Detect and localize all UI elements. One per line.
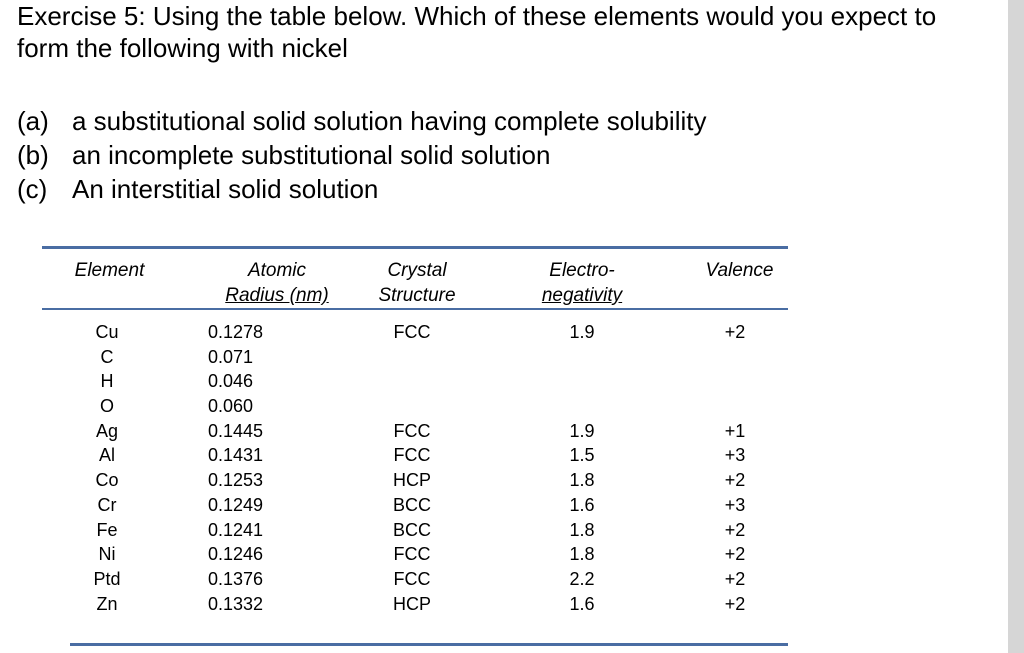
table-row: Al 0.1431 FCC 1.5 +3: [42, 443, 788, 468]
header-crystal-line-1: Crystal: [387, 260, 447, 281]
cell-valence: +1: [724, 420, 746, 441]
cell-valence: +2: [724, 544, 746, 565]
cell-atomic-radius: 0.1253: [208, 470, 264, 491]
cell-element: Cr: [97, 494, 117, 515]
cell-atomic-radius: 0.1332: [208, 593, 264, 614]
table-row: H 0.046: [42, 369, 788, 394]
cell-valence: +3: [724, 445, 746, 466]
cell-electronegativity: 1.8: [569, 470, 595, 491]
cell-electronegativity: 1.8: [569, 544, 595, 565]
table-row: Co 0.1253 HCP 1.8 +2: [42, 468, 788, 493]
question-line-2: form the following with nickel: [17, 33, 348, 63]
cell-element: O: [99, 396, 114, 417]
header-crystal-line-2: Structure: [378, 285, 456, 306]
cell-valence: +3: [724, 494, 746, 515]
cell-electronegativity: 1.8: [569, 519, 595, 540]
table-row: Fe 0.1241 BCC 1.8 +2: [42, 518, 788, 543]
table-row: Zn 0.1332 HCP 1.6 +2: [42, 592, 788, 617]
part-text: a substitutional solid solution having c…: [72, 106, 707, 136]
cell-atomic-radius: 0.1376: [208, 568, 264, 589]
cell-electronegativity: 1.9: [569, 420, 595, 441]
part-b: (b) an incomplete substitutional solid s…: [17, 138, 706, 172]
table-row: Ag 0.1445 FCC 1.9 +1: [42, 419, 788, 444]
cell-crystal-structure: FCC: [393, 544, 431, 565]
cell-element: Co: [95, 470, 119, 491]
part-a: (a) a substitutional solid solution havi…: [17, 104, 706, 138]
header-atomic-radius: Atomic Radius (nm): [207, 258, 347, 308]
table-bottom-rule: [70, 643, 788, 646]
cell-atomic-radius: 0.046: [208, 371, 254, 392]
cell-crystal-structure: FCC: [393, 568, 431, 589]
cell-valence: +2: [724, 568, 746, 589]
cell-electronegativity: 1.5: [569, 445, 595, 466]
right-edge-strip: [1008, 0, 1024, 653]
part-text: An interstitial solid solution: [72, 174, 379, 204]
cell-valence: +2: [724, 470, 746, 491]
table-row: C 0.071: [42, 345, 788, 370]
cell-atomic-radius: 0.1431: [208, 445, 264, 466]
cell-valence: +2: [724, 322, 746, 342]
cell-electronegativity: 1.9: [569, 322, 595, 342]
cell-atomic-radius: 0.060: [208, 396, 254, 417]
header-element: Element: [74, 260, 145, 281]
header-electronegativity: Electro- negativity: [522, 258, 642, 308]
cell-electronegativity: 1.6: [569, 494, 595, 515]
cell-electronegativity: 2.2: [569, 568, 595, 589]
cell-atomic-radius: 0.1246: [208, 544, 264, 565]
cell-element: Fe: [96, 519, 118, 540]
part-text: an incomplete substitutional solid solut…: [72, 140, 551, 170]
header-radius-line-1: Atomic: [247, 260, 307, 281]
cell-crystal-structure: FCC: [393, 420, 431, 441]
question-line-1: Exercise 5: Using the table below. Which…: [17, 1, 937, 31]
table-body: Cu 0.1278 FCC 1.9 +2 C 0.071 H 0.046 O 0.060 Ag 0.14…: [42, 320, 788, 616]
cell-crystal-structure: HCP: [392, 470, 431, 491]
header-crystal-structure: Crystal Structure: [362, 258, 472, 308]
cell-crystal-structure: FCC: [393, 322, 431, 342]
cell-atomic-radius: 0.1445: [208, 420, 264, 441]
cell-atomic-radius: 0.1241: [208, 519, 264, 540]
part-label: (a): [17, 106, 49, 136]
header-neg-line-2: negativity: [541, 285, 623, 306]
cell-atomic-radius: 0.1278: [208, 322, 264, 342]
table-row: Cr 0.1249 BCC 1.6 +3: [42, 493, 788, 518]
cell-element: Al: [98, 445, 115, 466]
cell-element: Ptd: [93, 568, 121, 589]
cell-valence: +2: [724, 519, 746, 540]
cell-crystal-structure: BCC: [392, 494, 431, 515]
cell-atomic-radius: 0.1249: [208, 494, 264, 515]
cell-element: Ag: [95, 420, 119, 441]
header-radius-line-2: Radius (nm): [225, 285, 329, 306]
part-label: (b): [17, 140, 49, 170]
header-neg-line-1: Electro-: [549, 260, 615, 281]
table-header-rule: [42, 308, 788, 310]
part-label: (c): [17, 174, 48, 204]
part-c: (c) An interstitial solid solution: [17, 172, 706, 206]
cell-element: C: [100, 346, 114, 367]
cell-atomic-radius: 0.071: [208, 346, 254, 367]
table-row: Ni 0.1246 FCC 1.8 +2: [42, 542, 788, 567]
cell-crystal-structure: BCC: [392, 519, 431, 540]
question-parts: (a) a substitutional solid solution havi…: [17, 104, 706, 206]
cell-crystal-structure: HCP: [392, 593, 431, 614]
table-row: O 0.060: [42, 394, 788, 419]
table-row: Ptd 0.1376 FCC 2.2 +2: [42, 567, 788, 592]
cell-valence: +2: [724, 593, 746, 614]
cell-element: Cu: [95, 322, 119, 342]
table-top-rule: [42, 246, 788, 249]
cell-element: Zn: [96, 593, 118, 614]
cell-crystal-structure: FCC: [393, 445, 431, 466]
cell-electronegativity: 1.6: [569, 593, 595, 614]
cell-element: Ni: [98, 544, 116, 565]
table-row: Cu 0.1278 FCC 1.9 +2: [42, 320, 788, 345]
exercise-question: Exercise 5: Using the table below. Which…: [17, 0, 1017, 64]
header-valence: Valence: [705, 260, 774, 281]
cell-element: H: [100, 371, 114, 392]
